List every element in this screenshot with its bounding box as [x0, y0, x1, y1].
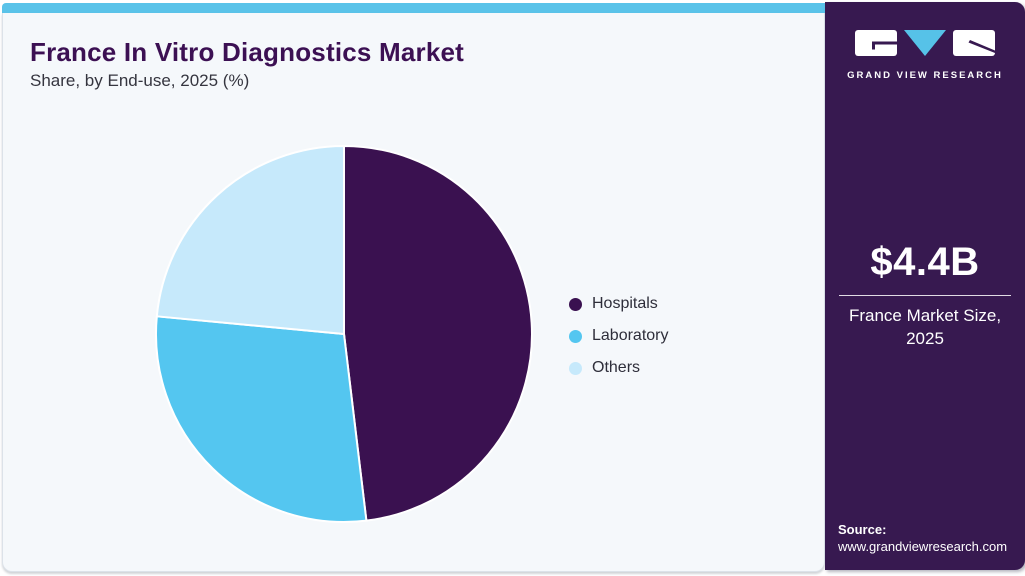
gvr-logo-icon	[855, 30, 995, 56]
pie-slice-laboratory	[155, 315, 368, 523]
page-title: France In Vitro Diagnostics Market	[30, 37, 464, 67]
legend-dot-laboratory	[569, 329, 582, 343]
market-size-label: France Market Size, 2025	[848, 306, 1002, 348]
chart-legend: Hospitals Laboratory Others	[569, 294, 669, 378]
pie-slice-hospitals	[343, 145, 533, 522]
pie-chart	[155, 145, 533, 523]
legend-label: Others	[592, 359, 641, 376]
source-block: Source: www.grandviewresearch.com	[838, 522, 1007, 554]
legend-item-others: Others	[569, 358, 669, 378]
legend-dot-others	[569, 361, 582, 375]
page-subtitle: Share, by End-use, 2025 (%)	[30, 71, 250, 90]
legend-item-hospitals: Hospitals	[569, 294, 669, 314]
legend-item-laboratory: Laboratory	[569, 326, 669, 346]
chart-card: France In Vitro Diagnostics Market Share…	[2, 13, 825, 572]
gvr-logo: GRAND VIEW RESEARCH	[825, 30, 1025, 81]
pie-chart-container	[154, 144, 534, 524]
metric-divider	[839, 295, 1011, 296]
legend-dot-hospitals	[569, 297, 582, 311]
pie-slice-others	[155, 145, 345, 335]
source-url[interactable]: www.grandviewresearch.com	[838, 539, 1008, 554]
market-size-block: $4.4B France Market Size, 2025	[825, 240, 1025, 351]
logo-wordmark: GRAND VIEW RESEARCH	[847, 70, 1003, 81]
source-label: Source:	[838, 522, 887, 537]
legend-label: Laboratory	[592, 327, 669, 344]
brand-sidebar: GRAND VIEW RESEARCH $4.4B France Market …	[825, 2, 1025, 570]
legend-label: Hospitals	[592, 295, 658, 312]
logo-v-triangle	[904, 30, 946, 56]
top-accent-bar	[2, 3, 825, 13]
market-size-value: $4.4B	[870, 240, 980, 284]
